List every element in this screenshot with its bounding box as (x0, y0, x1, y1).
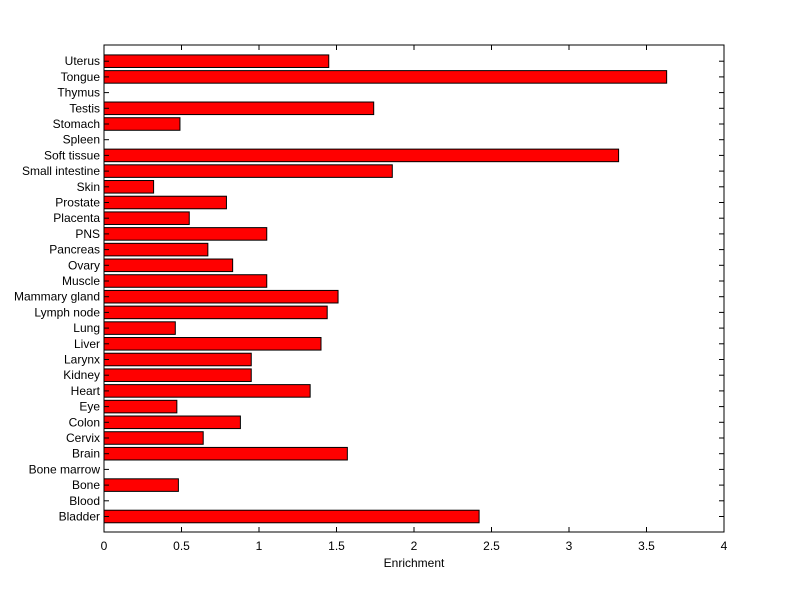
category-label-brain: Brain (72, 447, 100, 461)
category-label-mammary-gland: Mammary gland (14, 290, 100, 304)
category-label-eye: Eye (79, 400, 100, 414)
bar-liver (103, 337, 322, 351)
x-tick-label: 2.5 (483, 539, 500, 553)
bar-pancreas (103, 242, 209, 257)
bar-skin (103, 180, 155, 194)
bar-kidney (103, 368, 252, 382)
category-label-muscle: Muscle (62, 274, 100, 288)
category-label-heart: Heart (71, 384, 101, 398)
category-label-thymus: Thymus (57, 86, 100, 100)
category-label-spleen: Spleen (63, 133, 100, 147)
x-tick-labels: 0 0.5 1 1.5 2 2.5 3 3.5 4 (101, 539, 728, 553)
category-label-uterus: Uterus (65, 54, 100, 68)
category-label-bone-marrow: Bone marrow (29, 462, 101, 476)
x-tick-label: 3 (566, 539, 573, 553)
category-label-liver: Liver (74, 337, 100, 351)
bar-testis (103, 101, 375, 116)
category-label-colon: Colon (69, 415, 100, 429)
bar-mammary-gland (103, 289, 339, 304)
category-label-kidney: Kidney (63, 368, 100, 382)
bar-tongue (103, 70, 668, 84)
category-label-blood: Blood (69, 494, 100, 508)
plot-frame (103, 44, 725, 533)
category-label-placenta: Placenta (53, 211, 100, 225)
bar-bladder (103, 509, 480, 524)
bar-placenta (103, 211, 190, 225)
bar-cervix (103, 431, 204, 445)
bar-prostate (103, 195, 227, 210)
bar-eye (103, 399, 178, 414)
category-label-larynx: Larynx (64, 353, 100, 367)
category-label-prostate: Prostate (55, 196, 100, 210)
category-label-ovary: Ovary (68, 258, 100, 272)
bar-larynx (103, 352, 252, 367)
category-label-skin: Skin (77, 180, 100, 194)
x-tick-label: 2 (411, 539, 418, 553)
bar-pns (103, 227, 268, 241)
category-label-soft-tissue: Soft tissue (44, 148, 100, 162)
x-tick-label: 4 (721, 539, 728, 553)
x-tick-label: 0.5 (173, 539, 190, 553)
category-label-stomach: Stomach (53, 117, 100, 131)
category-label-pns: PNS (75, 227, 100, 241)
bar-muscle (103, 274, 268, 288)
category-label-bone: Bone (72, 478, 100, 492)
bar-bone (103, 478, 179, 492)
bar-ovary (103, 258, 234, 273)
category-label-small-intestine: Small intestine (22, 164, 100, 178)
bar-colon (103, 415, 241, 430)
category-label-tongue: Tongue (61, 70, 101, 84)
category-label-lung: Lung (73, 321, 100, 335)
bar-brain (103, 446, 348, 461)
bar-lung (103, 321, 176, 335)
axis-ticks (103, 45, 725, 532)
bar-stomach (103, 117, 181, 131)
bar-soft-tissue (103, 148, 620, 163)
x-axis-title: Enrichment (384, 556, 445, 570)
category-label-bladder: Bladder (59, 510, 100, 524)
bar-heart (103, 384, 311, 398)
x-tick-label: 3.5 (638, 539, 655, 553)
bar-small-intestine (103, 164, 393, 178)
bar-lymph-node (103, 305, 328, 320)
bar-uterus (103, 54, 330, 68)
category-label-cervix: Cervix (66, 431, 100, 445)
x-tick-label: 1 (256, 539, 263, 553)
category-label-testis: Testis (69, 101, 100, 115)
x-tick-label: 0 (101, 539, 108, 553)
x-tick-label: 1.5 (328, 539, 345, 553)
category-label-pancreas: Pancreas (49, 243, 100, 257)
category-label-lymph-node: Lymph node (34, 305, 100, 319)
